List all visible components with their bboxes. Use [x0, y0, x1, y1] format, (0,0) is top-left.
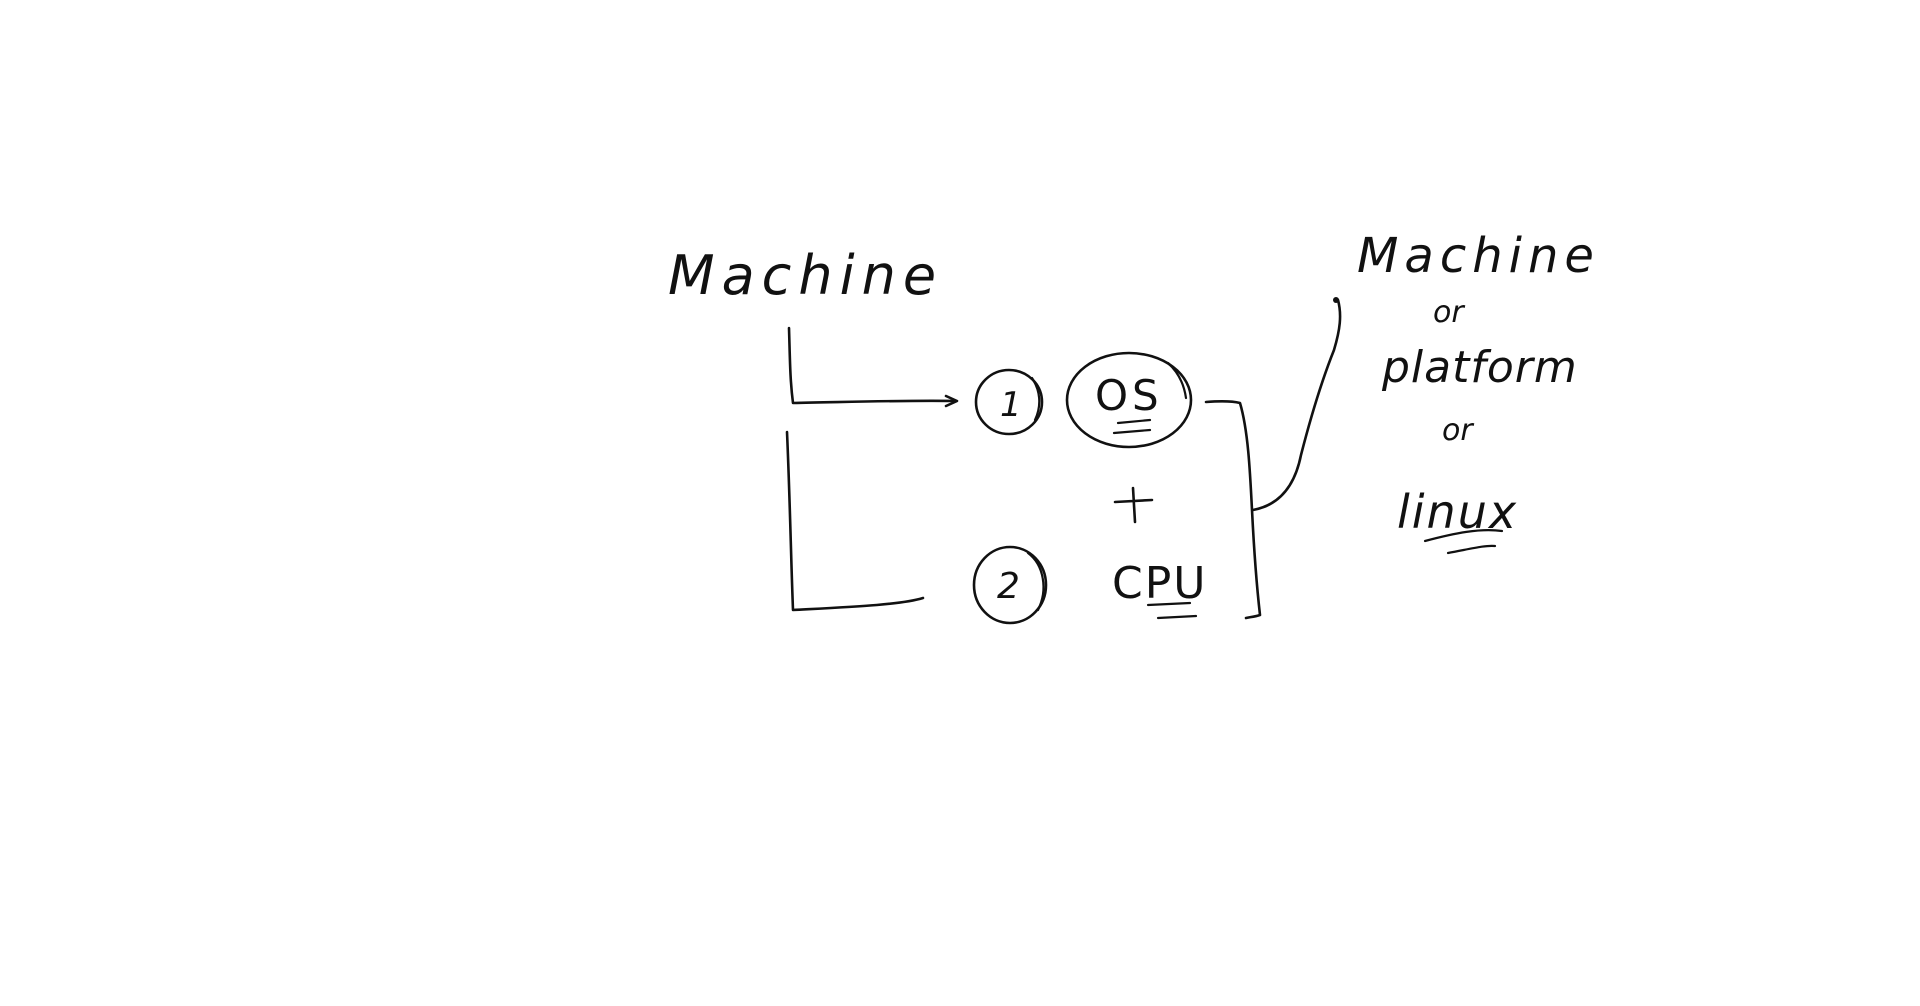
linux-underline — [1423, 529, 1504, 555]
step-two-circle-tail — [1026, 551, 1045, 612]
connector-end-dot — [1333, 297, 1339, 303]
bracket-top-branch — [787, 326, 957, 405]
right-or-label-2: or — [1442, 413, 1474, 448]
os-label: OS — [1095, 371, 1163, 420]
step-one-circle-tail — [1030, 376, 1041, 422]
plus-text: + — [1124, 510, 1125, 513]
cpu-label: CPU — [1112, 558, 1207, 609]
step-two-number: 2 — [997, 566, 1020, 607]
bracket-connector-line — [1251, 298, 1342, 512]
cpu-underline — [1146, 601, 1198, 620]
plus-sign — [1113, 486, 1154, 524]
os-underline — [1112, 418, 1152, 435]
step-one-circle — [974, 368, 1044, 436]
right-platform-label: platform — [1381, 342, 1578, 393]
step-two-circle — [972, 545, 1048, 625]
bracket-bottom-branch — [785, 430, 925, 612]
right-or-label-1: or — [1433, 295, 1465, 330]
right-machine-label: Machine — [1357, 228, 1600, 284]
os-circle — [1065, 351, 1193, 449]
left-machine-label: Machine — [668, 244, 943, 307]
arrow-head-one — [944, 394, 959, 408]
step-one-number: 1 — [1000, 385, 1022, 425]
os-circle-tail — [1166, 361, 1188, 400]
